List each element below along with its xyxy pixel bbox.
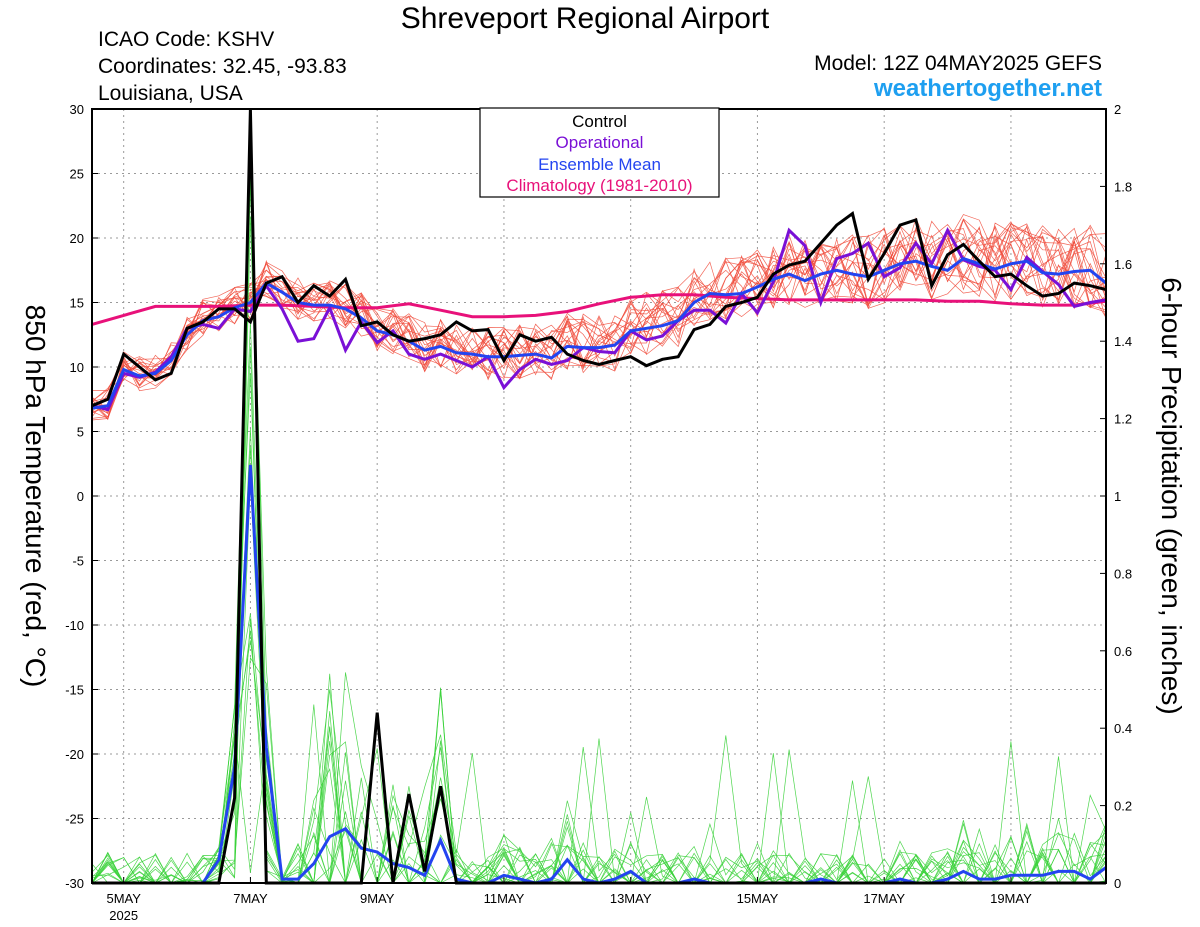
right-tick-label: 1 bbox=[1114, 489, 1121, 504]
precipitation-member-line bbox=[91, 613, 1107, 884]
right-tick-label: 0.2 bbox=[1114, 799, 1132, 814]
right-tick-label: 1.2 bbox=[1114, 412, 1132, 427]
left-tick-label: -30 bbox=[65, 876, 84, 891]
legend-operational: Operational bbox=[556, 133, 644, 152]
left-tick-label: -25 bbox=[65, 812, 84, 827]
legend-box bbox=[479, 107, 720, 198]
x-tick-label: 5MAY bbox=[106, 891, 141, 906]
x-tick-label: 19MAY bbox=[990, 891, 1032, 906]
precipitation-member-line bbox=[92, 630, 1107, 884]
right-tick-label: 0.6 bbox=[1114, 644, 1132, 659]
left-tick-label: 15 bbox=[70, 296, 84, 311]
legend-control: Control bbox=[572, 112, 627, 131]
left-tick-label: 5 bbox=[77, 425, 84, 440]
legend-climatology: Climatology (1981-2010) bbox=[506, 176, 692, 195]
left-axis-label: 850 hPa Temperature (red, °C) bbox=[20, 305, 51, 688]
series-lines bbox=[91, 108, 1107, 885]
x-tick-label: 13MAY bbox=[610, 891, 652, 906]
legend: Control Operational Ensemble Mean Climat… bbox=[479, 107, 720, 198]
precipitation-member-line bbox=[91, 618, 1107, 884]
right-tick-label: 2 bbox=[1114, 102, 1121, 117]
left-tick-label: 0 bbox=[77, 489, 84, 504]
left-tick-label: -5 bbox=[72, 554, 84, 569]
axis-ticks: 302520151050-5-10-15-20-25-3021.81.61.41… bbox=[65, 102, 1132, 923]
left-tick-label: 25 bbox=[70, 167, 84, 182]
legend-ensemble-mean: Ensemble Mean bbox=[538, 155, 661, 174]
precipitation-member-line bbox=[92, 172, 1107, 885]
temperature-member-line bbox=[91, 227, 1107, 414]
x-tick-label: 17MAY bbox=[863, 891, 905, 906]
right-tick-label: 1.4 bbox=[1114, 334, 1132, 349]
control-temperature-line bbox=[91, 210, 1107, 408]
icao-code: ICAO Code: KSHV bbox=[98, 28, 275, 51]
x-tick-label: 15MAY bbox=[737, 891, 779, 906]
coordinates: Coordinates: 32.45, -93.83 bbox=[98, 55, 347, 78]
left-tick-label: 20 bbox=[70, 231, 84, 246]
left-tick-label: -10 bbox=[65, 618, 84, 633]
left-tick-label: -15 bbox=[65, 683, 84, 698]
model-run: Model: 12Z 04MAY2025 GEFS bbox=[814, 52, 1102, 75]
control-precipitation-line bbox=[92, 108, 1106, 885]
ensemble-mean-temperature-line bbox=[91, 256, 1107, 410]
precipitation-members bbox=[91, 112, 1107, 885]
x-tick-label: 7MAY bbox=[233, 891, 268, 906]
climatology-line bbox=[91, 293, 1107, 326]
left-tick-label: -20 bbox=[65, 747, 84, 762]
precipitation-member-line bbox=[91, 672, 1107, 884]
ensemble-mean-precipitation-line bbox=[92, 464, 1107, 885]
right-axis-label: 6-hour Precipitation (green, inches) bbox=[1156, 277, 1187, 714]
left-tick-label: 10 bbox=[70, 360, 84, 375]
right-tick-label: 0.8 bbox=[1114, 566, 1132, 581]
right-tick-label: 0 bbox=[1114, 876, 1121, 891]
right-tick-label: 1.6 bbox=[1114, 257, 1132, 272]
temperature-member-line bbox=[91, 219, 1107, 421]
location: Louisiana, USA bbox=[98, 82, 243, 105]
x-tick-label: 9MAY bbox=[360, 891, 395, 906]
precipitation-member-line bbox=[91, 112, 1107, 884]
x-tick-label: 11MAY bbox=[484, 891, 525, 906]
grid bbox=[92, 109, 1106, 883]
right-tick-label: 1.8 bbox=[1114, 179, 1132, 194]
precipitation-member-line bbox=[91, 656, 1107, 884]
site-name: weathertogether.net bbox=[873, 75, 1102, 102]
right-tick-label: 0.4 bbox=[1114, 721, 1132, 736]
plot-frame bbox=[91, 108, 1107, 884]
x-tick-sublabel: 2025 bbox=[109, 908, 138, 923]
chart-title: Shreveport Regional Airport bbox=[400, 2, 770, 35]
left-tick-label: 30 bbox=[70, 102, 84, 117]
